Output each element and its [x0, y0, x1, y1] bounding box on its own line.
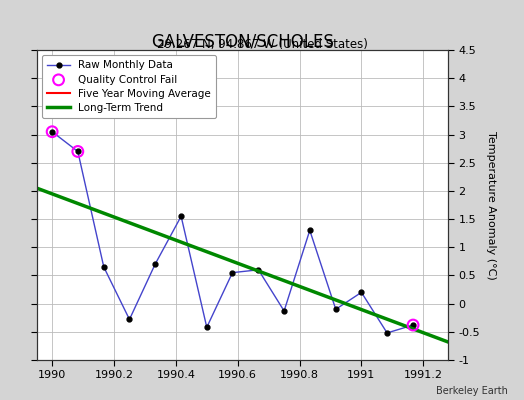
- Raw Monthly Data: [281, 308, 287, 313]
- Line: Raw Monthly Data: Raw Monthly Data: [50, 129, 416, 335]
- Text: 29.267 N, 94.867 W (United States): 29.267 N, 94.867 W (United States): [157, 38, 367, 51]
- Raw Monthly Data: [333, 307, 339, 312]
- Raw Monthly Data: [49, 129, 56, 134]
- Raw Monthly Data: [307, 228, 313, 233]
- Quality Control Fail: [48, 128, 57, 135]
- Raw Monthly Data: [230, 270, 236, 275]
- Raw Monthly Data: [101, 265, 107, 270]
- Raw Monthly Data: [204, 325, 210, 330]
- Raw Monthly Data: [126, 317, 133, 322]
- Y-axis label: Temperature Anomaly (°C): Temperature Anomaly (°C): [486, 131, 496, 279]
- Raw Monthly Data: [255, 268, 261, 272]
- Raw Monthly Data: [410, 323, 416, 328]
- Quality Control Fail: [409, 322, 417, 328]
- Text: Berkeley Earth: Berkeley Earth: [436, 386, 508, 396]
- Raw Monthly Data: [152, 262, 158, 266]
- Raw Monthly Data: [75, 149, 81, 154]
- Legend: Raw Monthly Data, Quality Control Fail, Five Year Moving Average, Long-Term Tren: Raw Monthly Data, Quality Control Fail, …: [42, 55, 216, 118]
- Raw Monthly Data: [384, 330, 390, 335]
- Title: GALVESTON/SCHOLES: GALVESTON/SCHOLES: [151, 32, 334, 50]
- Quality Control Fail: [74, 148, 82, 155]
- Raw Monthly Data: [178, 214, 184, 219]
- Raw Monthly Data: [358, 290, 365, 295]
